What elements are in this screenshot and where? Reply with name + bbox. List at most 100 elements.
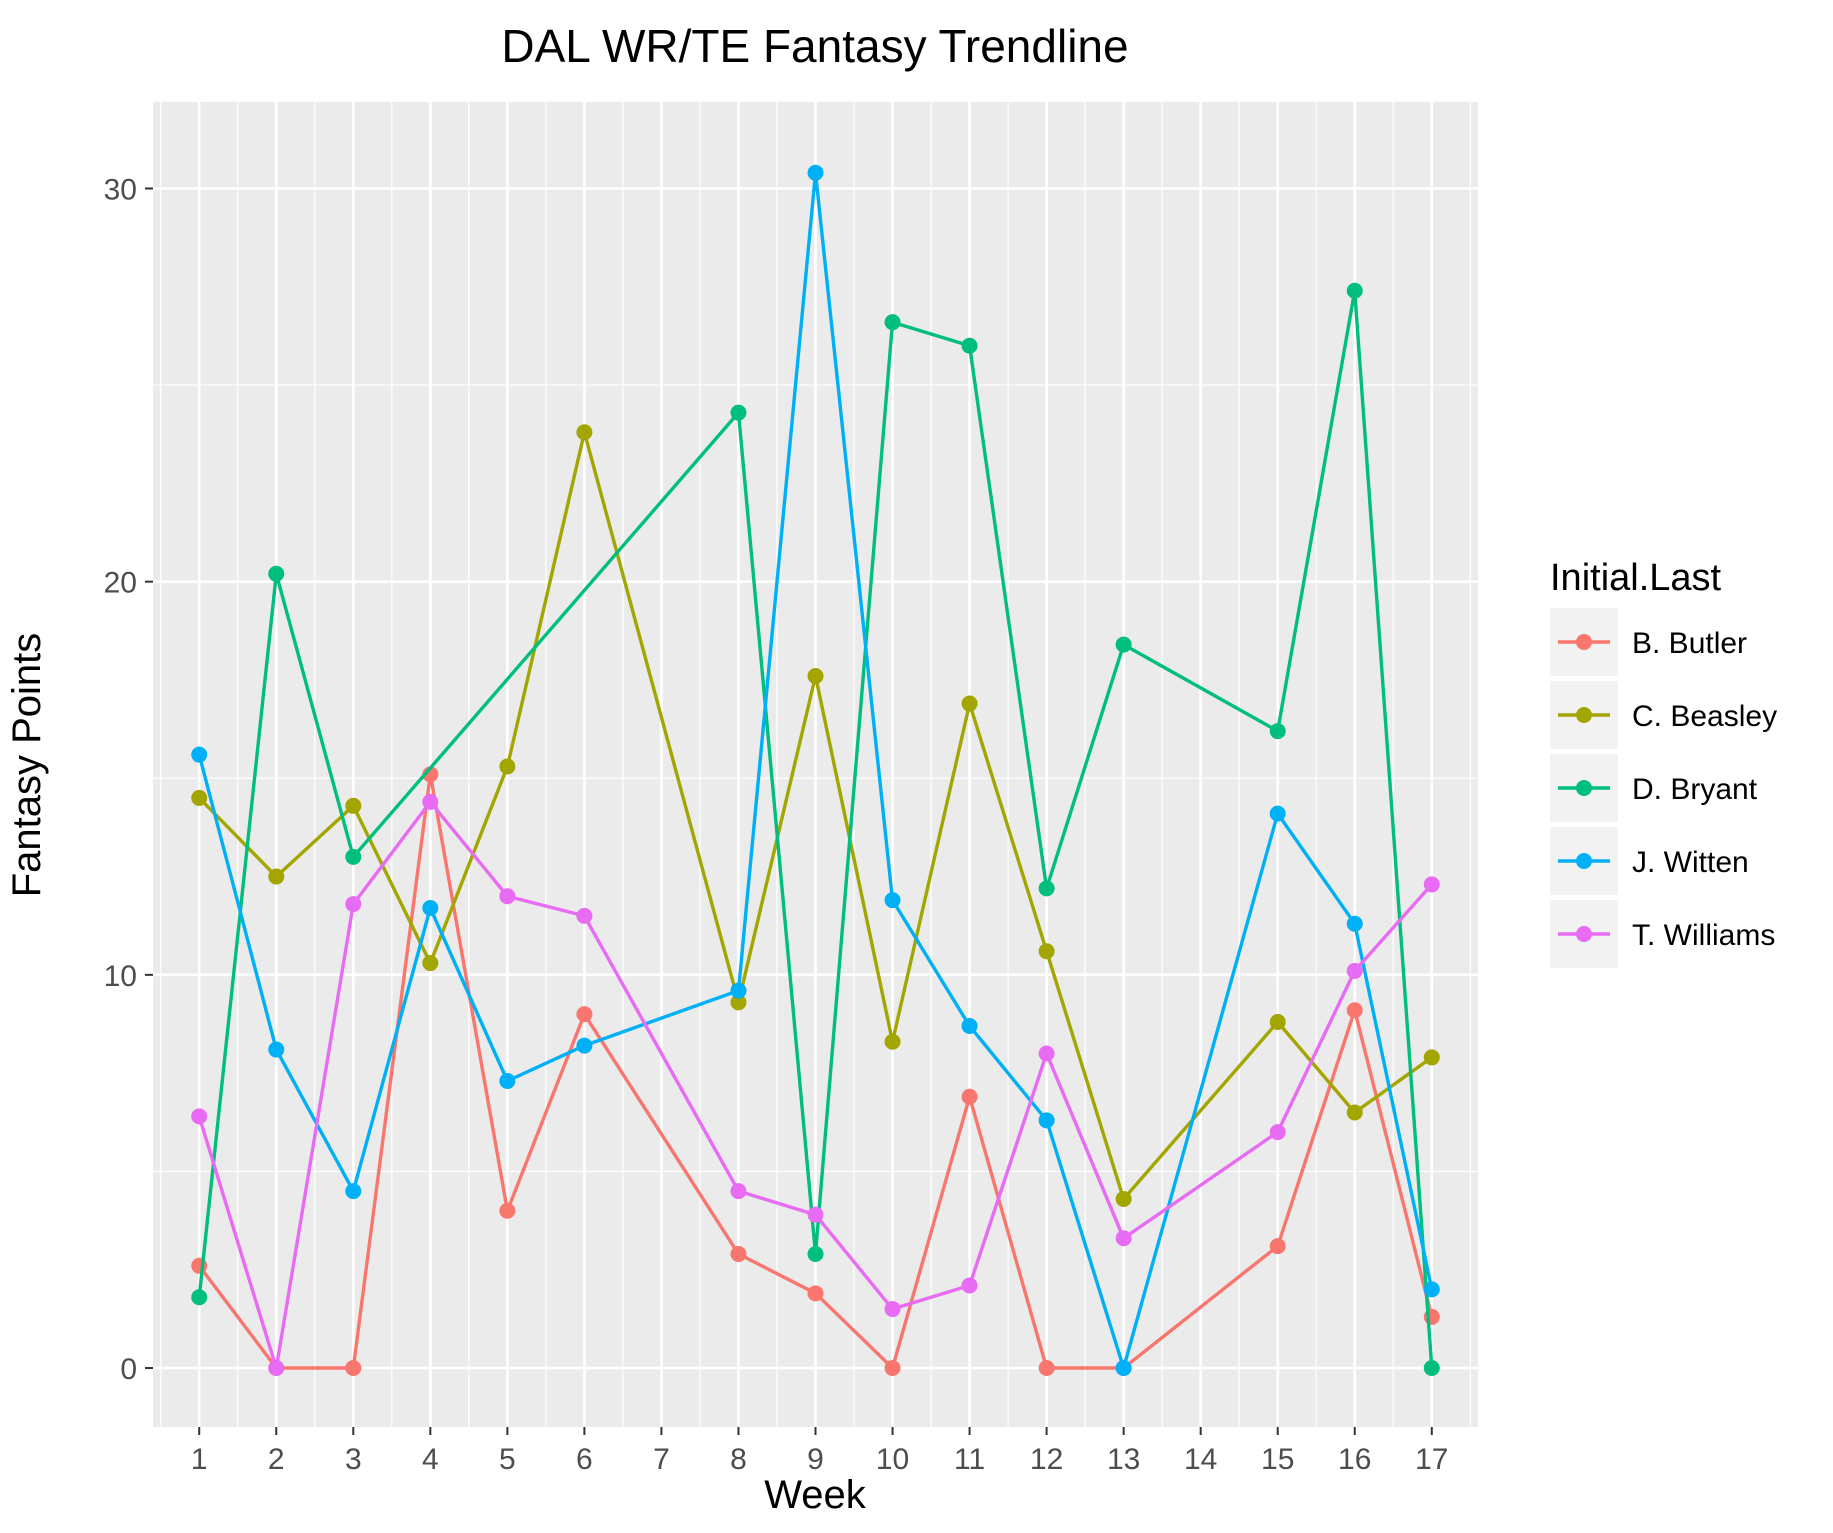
data-point bbox=[1038, 943, 1055, 960]
data-point bbox=[1346, 962, 1363, 979]
data-point bbox=[961, 1277, 978, 1294]
data-point bbox=[961, 1017, 978, 1034]
legend-key-point bbox=[1576, 926, 1592, 942]
data-point bbox=[961, 337, 978, 354]
data-point bbox=[730, 982, 747, 999]
y-tick-label: 0 bbox=[120, 1353, 137, 1386]
series-j-witten bbox=[191, 164, 1440, 1377]
data-point bbox=[1038, 1360, 1055, 1377]
data-point bbox=[807, 668, 824, 685]
data-point bbox=[1038, 1045, 1055, 1062]
data-point bbox=[1269, 1238, 1286, 1255]
data-point bbox=[499, 888, 516, 905]
data-point bbox=[1423, 1281, 1440, 1298]
y-tick-label: 30 bbox=[104, 173, 137, 206]
data-point bbox=[884, 1301, 901, 1318]
data-point bbox=[1038, 880, 1055, 897]
x-tick-label: 15 bbox=[1261, 1443, 1294, 1476]
x-tick-label: 5 bbox=[499, 1443, 516, 1476]
series-c-beasley bbox=[191, 424, 1440, 1207]
series-t-williams bbox=[191, 793, 1440, 1377]
data-point bbox=[268, 868, 285, 885]
legend-item-c-beasley: C. Beasley bbox=[1550, 681, 1777, 749]
x-tick-label: 4 bbox=[422, 1443, 439, 1476]
data-point bbox=[1269, 1124, 1286, 1141]
legend-label: C. Beasley bbox=[1632, 700, 1777, 733]
minor-gridlines bbox=[153, 102, 1478, 1427]
chart-title: DAL WR/TE Fantasy Trendline bbox=[501, 20, 1128, 72]
data-point bbox=[1038, 1112, 1055, 1129]
series-line-d-bryant bbox=[197, 289, 1434, 1369]
x-tick-label: 10 bbox=[876, 1443, 909, 1476]
legend-item-b-butler: B. Butler bbox=[1550, 608, 1747, 676]
x-tick-label: 6 bbox=[576, 1443, 593, 1476]
legend-label: B. Butler bbox=[1632, 627, 1747, 660]
data-point bbox=[1346, 915, 1363, 932]
legend: Initial.Last B. Butler C. Beasley D. Bryan… bbox=[1550, 557, 1777, 968]
data-point bbox=[576, 907, 593, 924]
data-point bbox=[345, 1360, 362, 1377]
data-point bbox=[1115, 1190, 1132, 1207]
data-point bbox=[499, 758, 516, 775]
data-point bbox=[730, 1246, 747, 1263]
data-point bbox=[1269, 723, 1286, 740]
data-point bbox=[191, 1108, 208, 1125]
x-tick-label: 14 bbox=[1184, 1443, 1217, 1476]
data-point bbox=[730, 994, 747, 1011]
data-point bbox=[268, 565, 285, 582]
data-point bbox=[807, 1206, 824, 1223]
data-point bbox=[1115, 1360, 1132, 1377]
data-point bbox=[884, 892, 901, 909]
data-point bbox=[191, 1289, 208, 1306]
x-axis-title: Week bbox=[764, 1473, 867, 1517]
data-point bbox=[1115, 636, 1132, 653]
data-point bbox=[422, 793, 439, 810]
data-point bbox=[730, 404, 747, 421]
legend-label: D. Bryant bbox=[1632, 773, 1758, 806]
legend-item-d-bryant: D. Bryant bbox=[1550, 754, 1758, 822]
data-point bbox=[961, 1088, 978, 1105]
data-point bbox=[1346, 1104, 1363, 1121]
data-point bbox=[1423, 1360, 1440, 1377]
legend-key-point bbox=[1576, 634, 1592, 650]
data-point bbox=[1423, 876, 1440, 893]
data-point bbox=[730, 1183, 747, 1200]
data-point bbox=[884, 1360, 901, 1377]
data-point bbox=[345, 896, 362, 913]
legend-key-point bbox=[1576, 707, 1592, 723]
y-tick-label: 20 bbox=[104, 567, 137, 600]
data-point bbox=[499, 1202, 516, 1219]
data-point bbox=[1269, 805, 1286, 822]
data-point bbox=[884, 314, 901, 331]
data-point bbox=[345, 1183, 362, 1200]
x-tick-label: 11 bbox=[954, 1443, 985, 1476]
data-point bbox=[1346, 282, 1363, 299]
x-tick-label: 17 bbox=[1415, 1443, 1448, 1476]
data-point bbox=[1269, 1014, 1286, 1031]
data-point bbox=[1115, 1230, 1132, 1247]
data-point bbox=[422, 900, 439, 917]
x-tick-label: 7 bbox=[653, 1443, 670, 1476]
y-tick-label: 10 bbox=[104, 960, 137, 993]
data-point bbox=[499, 1073, 516, 1090]
data-point bbox=[191, 746, 208, 763]
x-tick-label: 16 bbox=[1338, 1443, 1371, 1476]
data-point bbox=[576, 424, 593, 441]
legend-item-j-witten: J. Witten bbox=[1550, 827, 1749, 895]
data-point bbox=[807, 1246, 824, 1263]
legend-label: J. Witten bbox=[1632, 846, 1749, 879]
legend-key-point bbox=[1576, 853, 1592, 869]
data-point bbox=[1346, 1002, 1363, 1019]
x-axis: 1 2 3 4 5 6 7 8 9 10 11 12 13 14 15 16 17 bbox=[191, 1427, 1448, 1476]
y-axis: 0 10 20 30 bbox=[104, 173, 153, 1386]
x-tick-label: 3 bbox=[345, 1443, 362, 1476]
data-point bbox=[345, 797, 362, 814]
data-point bbox=[961, 695, 978, 712]
data-point bbox=[345, 848, 362, 865]
data-point bbox=[576, 1006, 593, 1023]
series-layer bbox=[191, 164, 1440, 1377]
data-point bbox=[1423, 1049, 1440, 1066]
data-point bbox=[884, 1033, 901, 1050]
data-point bbox=[268, 1360, 285, 1377]
